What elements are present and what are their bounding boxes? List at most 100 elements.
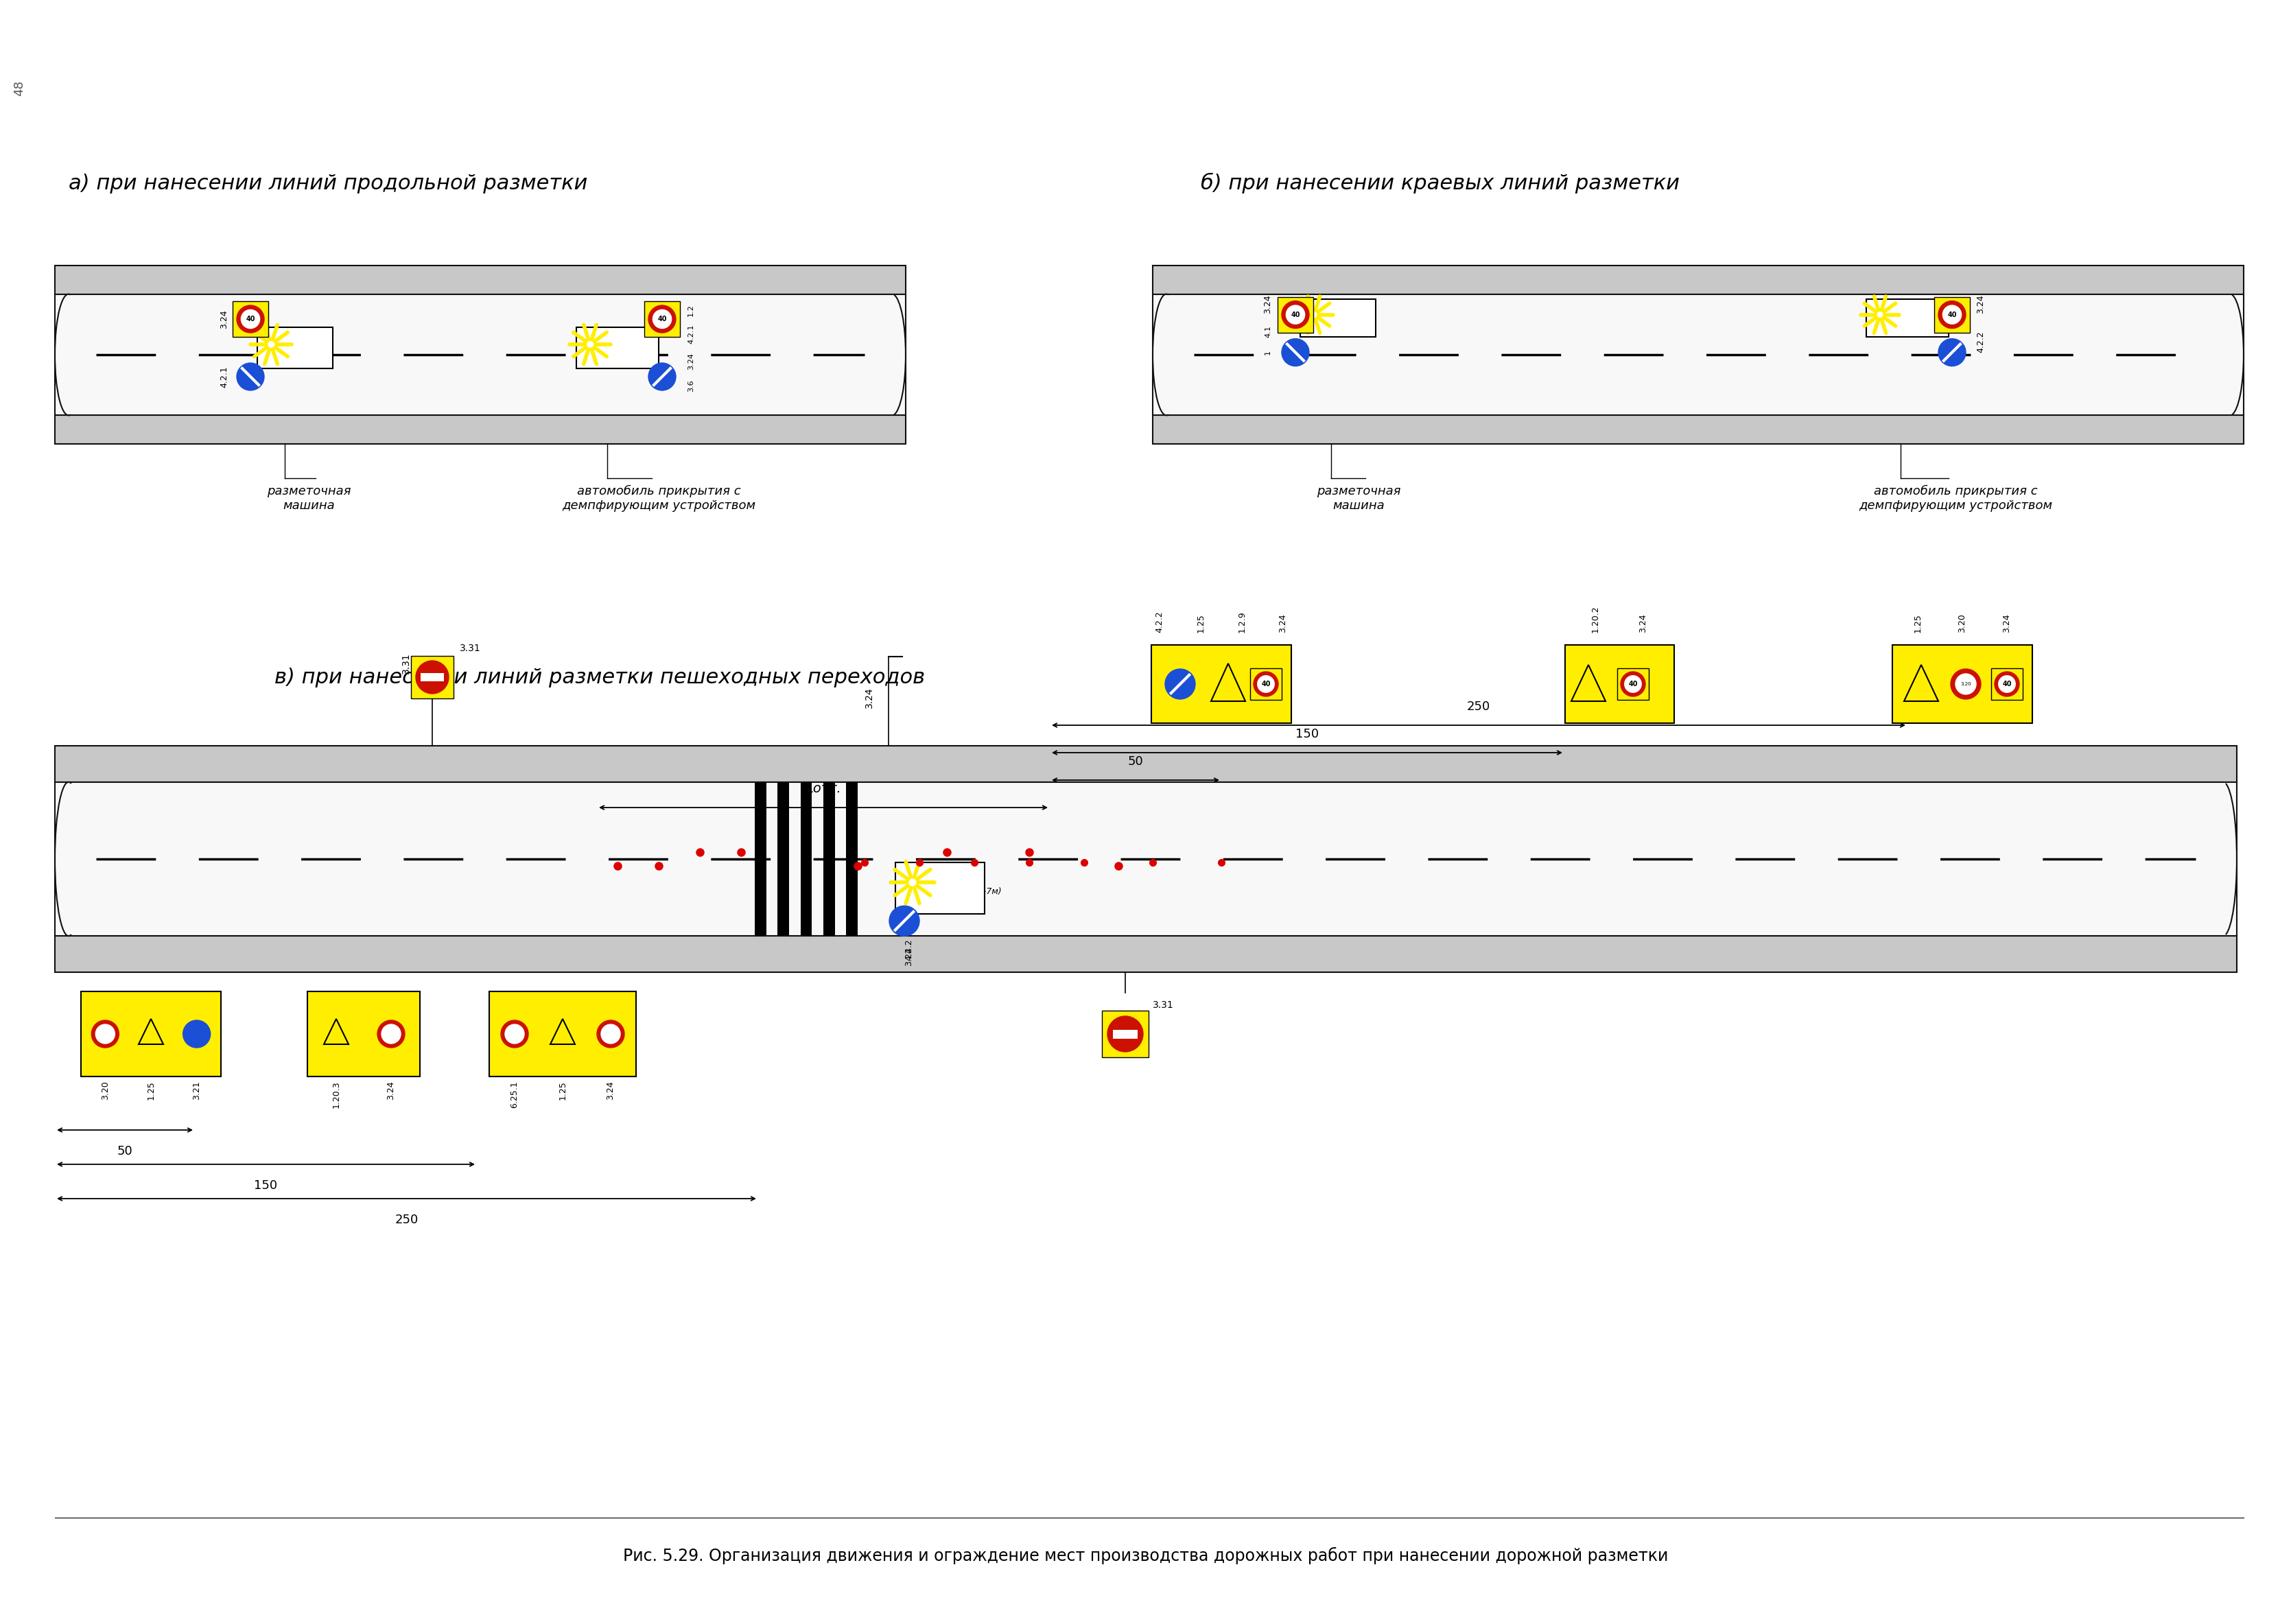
Text: 50: 50: [117, 1145, 133, 1158]
Bar: [1113, 1030, 1139, 1038]
Text: 3.24: 3.24: [1265, 296, 1272, 313]
FancyBboxPatch shape: [1565, 645, 1675, 723]
Circle shape: [1938, 339, 1966, 365]
Text: 150: 150: [1294, 728, 1320, 741]
FancyBboxPatch shape: [490, 991, 637, 1077]
Bar: [777, 783, 788, 935]
Polygon shape: [1904, 664, 1938, 702]
Text: 40: 40: [2002, 680, 2011, 687]
Text: 40: 40: [1290, 312, 1299, 318]
Text: автомобиль прикрытия с
демпфирующим устройством: автомобиль прикрытия с демпфирующим устр…: [1858, 486, 2053, 512]
Bar: [422, 672, 444, 682]
Text: 150: 150: [254, 1179, 277, 1192]
Circle shape: [1938, 300, 1966, 328]
Bar: [410, 656, 454, 698]
Text: разметочная
машина: разметочная машина: [1317, 486, 1400, 512]
Bar: [55, 416, 905, 443]
Circle shape: [600, 1025, 621, 1044]
Text: 4.2.2: 4.2.2: [1155, 611, 1164, 633]
Text: 3.20: 3.20: [1961, 682, 1970, 685]
Circle shape: [183, 1020, 211, 1047]
Circle shape: [1281, 339, 1308, 365]
Circle shape: [502, 1020, 529, 1047]
Text: 1.2: 1.2: [687, 304, 694, 317]
Text: 6.25.1: 6.25.1: [511, 1080, 520, 1108]
Circle shape: [504, 1025, 525, 1044]
Bar: [1278, 297, 1313, 333]
Text: 40: 40: [658, 315, 667, 323]
Text: в) при нанесении линий разметки пешеходных переходов: в) при нанесении линий разметки пешеходн…: [275, 667, 926, 687]
Circle shape: [1620, 672, 1645, 697]
Text: 3.24: 3.24: [2002, 614, 2011, 633]
Text: 3.24: 3.24: [387, 1080, 396, 1099]
Circle shape: [1943, 305, 1961, 323]
Text: 3.20: 3.20: [1959, 614, 1966, 633]
Bar: [1934, 297, 1970, 333]
Circle shape: [92, 1020, 119, 1047]
Bar: [1301, 299, 1375, 336]
Text: 3.24: 3.24: [905, 947, 914, 966]
Bar: [1991, 667, 2023, 700]
Bar: [55, 745, 2236, 783]
Circle shape: [96, 1025, 115, 1044]
Text: 1.25: 1.25: [147, 1080, 156, 1099]
Circle shape: [383, 1025, 401, 1044]
Text: 1.25: 1.25: [1913, 614, 1922, 633]
Bar: [1617, 667, 1650, 700]
Text: 3.20: 3.20: [101, 1080, 110, 1099]
Circle shape: [1624, 676, 1640, 692]
Text: 1.25: 1.25: [559, 1080, 568, 1099]
Circle shape: [236, 362, 263, 390]
Bar: [257, 328, 332, 369]
Text: 3.21: 3.21: [192, 1080, 202, 1099]
Text: 40: 40: [1947, 312, 1957, 318]
Text: а) при нанесении линий продольной разметки: а) при нанесении линий продольной размет…: [69, 174, 586, 193]
Text: 40: 40: [245, 315, 254, 323]
Text: 3.24: 3.24: [1278, 614, 1288, 633]
Text: 3.24: 3.24: [687, 352, 694, 370]
Bar: [55, 783, 2236, 935]
Circle shape: [1258, 676, 1274, 692]
Text: 50: 50: [1127, 755, 1143, 768]
Text: Lотт.: Lотт.: [806, 783, 841, 796]
Text: 40: 40: [1262, 680, 1272, 687]
Text: 3.24: 3.24: [864, 687, 875, 708]
Circle shape: [1285, 305, 1306, 323]
Bar: [1152, 265, 2243, 294]
Bar: [1102, 1010, 1148, 1057]
Text: 250: 250: [394, 1213, 419, 1226]
Circle shape: [1166, 669, 1196, 700]
Circle shape: [1998, 676, 2016, 692]
Polygon shape: [550, 1018, 575, 1044]
Text: 3.24: 3.24: [1638, 614, 1647, 633]
Circle shape: [1995, 672, 2018, 697]
Bar: [1251, 667, 1283, 700]
Circle shape: [1253, 672, 1278, 697]
Text: 4.2.1: 4.2.1: [220, 365, 229, 388]
Text: 250: 250: [1466, 700, 1491, 713]
Bar: [754, 783, 765, 935]
Polygon shape: [1212, 664, 1246, 702]
Polygon shape: [137, 1018, 163, 1044]
Text: разметочная
машина: разметочная машина: [266, 486, 351, 512]
Polygon shape: [323, 1018, 348, 1044]
Circle shape: [1957, 674, 1977, 695]
Text: 4.2.2: 4.2.2: [905, 939, 914, 960]
Text: (6-7м): (6-7м): [974, 887, 1001, 896]
Text: 4.2.2: 4.2.2: [1977, 331, 1986, 352]
Text: 3.24: 3.24: [607, 1080, 614, 1099]
Circle shape: [648, 362, 676, 390]
Text: 4.2.1: 4.2.1: [687, 325, 694, 344]
Text: 1: 1: [1265, 351, 1272, 354]
Text: 1.20.2: 1.20.2: [1590, 606, 1599, 633]
Text: 3.31: 3.31: [401, 653, 410, 674]
Bar: [800, 783, 811, 935]
FancyBboxPatch shape: [1892, 645, 2032, 723]
Text: 40: 40: [1629, 680, 1638, 687]
Text: б) при нанесении краевых линий разметки: б) при нанесении краевых линий разметки: [1200, 172, 1679, 193]
Bar: [55, 265, 905, 294]
Text: 1.20.3: 1.20.3: [332, 1080, 341, 1108]
FancyBboxPatch shape: [1152, 645, 1292, 723]
Text: 3.6: 3.6: [687, 380, 694, 391]
Circle shape: [598, 1020, 625, 1047]
